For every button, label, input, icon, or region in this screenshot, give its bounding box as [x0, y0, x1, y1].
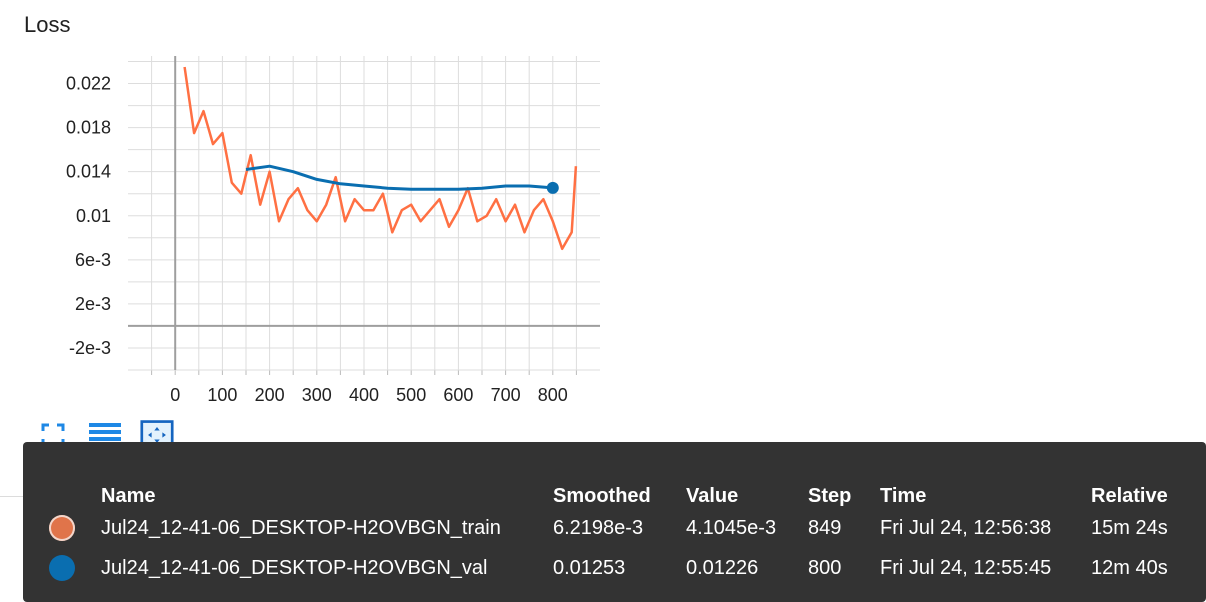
y-tick-label: 0.014 — [66, 162, 111, 182]
row-smoothed: 6.2198e-3 — [553, 517, 644, 539]
tooltip-header-row: Name Smoothed Value Step Time Relative — [23, 478, 1206, 514]
header-name: Name — [101, 485, 156, 507]
series-line-1 — [245, 164, 553, 191]
row-name: Jul24_12-41-06_DESKTOP-H2OVBGN_val — [101, 557, 488, 579]
loss-chart[interactable]: 0 100 200 300 400 500 600 700 800 0.022 0.018 0.014… — [0, 0, 1206, 420]
x-tick-label: 700 — [491, 385, 521, 405]
header-value: Value — [686, 485, 739, 507]
x-tick-label: 800 — [538, 385, 568, 405]
tooltip-row-val: Jul24_12-41-06_DESKTOP-H2OVBGN_val 0.012… — [23, 550, 1206, 586]
row-value: 0.01226 — [686, 557, 759, 579]
x-tick-label: 600 — [443, 385, 473, 405]
x-tick-label: 400 — [349, 385, 379, 405]
header-smoothed: Smoothed — [553, 485, 651, 507]
row-time: Fri Jul 24, 12:56:38 — [880, 517, 1052, 539]
tooltip-row-train: Jul24_12-41-06_DESKTOP-H2OVBGN_train 6.2… — [23, 510, 1206, 546]
y-tick-label: 0.01 — [76, 206, 111, 226]
val-color-swatch — [49, 555, 75, 581]
row-value: 4.1045e-3 — [686, 517, 777, 539]
series-line-0 — [183, 66, 578, 251]
grid-layer — [128, 56, 600, 375]
x-tick-label: 200 — [255, 385, 285, 405]
header-time: Time — [880, 485, 927, 507]
y-tick-label: 2e-3 — [75, 294, 111, 314]
row-step: 849 — [808, 517, 842, 539]
axis-layer — [128, 56, 600, 370]
row-time: Fri Jul 24, 12:55:45 — [880, 557, 1052, 579]
row-relative: 12m 40s — [1091, 557, 1168, 579]
series-layer — [183, 66, 578, 251]
x-tick-label: 500 — [396, 385, 426, 405]
row-smoothed: 0.01253 — [553, 557, 626, 579]
row-relative: 15m 24s — [1091, 517, 1168, 539]
x-tick-label: 0 — [170, 385, 180, 405]
val-hover-point — [546, 181, 559, 194]
header-relative: Relative — [1091, 485, 1168, 507]
y-tick-label: 0.018 — [66, 118, 111, 138]
row-step: 800 — [808, 557, 842, 579]
tooltip-panel: Name Smoothed Value Step Time Relative J… — [23, 442, 1206, 602]
y-tick-label: 0.022 — [66, 74, 111, 94]
y-tick-label: -2e-3 — [69, 338, 111, 358]
x-tick-label: 300 — [302, 385, 332, 405]
header-step: Step — [808, 485, 852, 507]
chart-title: Loss — [24, 12, 71, 37]
y-tick-label: 6e-3 — [75, 250, 111, 270]
tick-label-layer: 0 100 200 300 400 500 600 700 800 0.022 0.018 0.014… — [66, 74, 568, 405]
x-tick-label: 100 — [207, 385, 237, 405]
row-name: Jul24_12-41-06_DESKTOP-H2OVBGN_train — [101, 517, 501, 539]
train-color-swatch — [49, 515, 75, 541]
